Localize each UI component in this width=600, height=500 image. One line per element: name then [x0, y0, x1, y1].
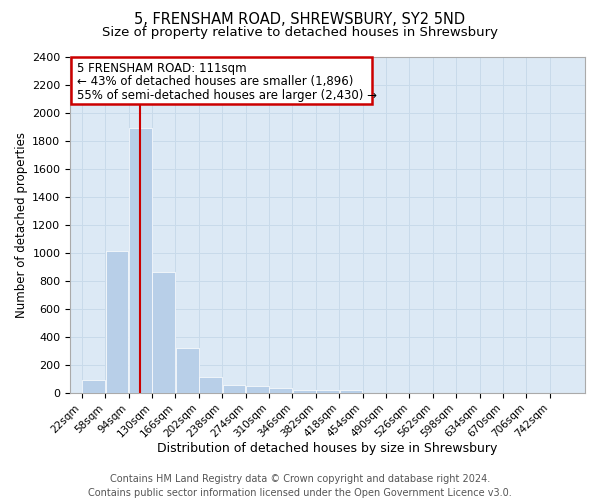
Bar: [316, 390, 339, 392]
Bar: [82, 380, 105, 392]
Text: Size of property relative to detached houses in Shrewsbury: Size of property relative to detached ho…: [102, 26, 498, 39]
Bar: [223, 385, 245, 392]
Text: 5 FRENSHAM ROAD: 111sqm: 5 FRENSHAM ROAD: 111sqm: [77, 62, 246, 75]
Text: ← 43% of detached houses are smaller (1,896): ← 43% of detached houses are smaller (1,…: [77, 76, 353, 88]
Text: Contains HM Land Registry data © Crown copyright and database right 2024.
Contai: Contains HM Land Registry data © Crown c…: [88, 474, 512, 498]
X-axis label: Distribution of detached houses by size in Shrewsbury: Distribution of detached houses by size …: [157, 442, 498, 455]
Bar: [293, 390, 316, 392]
Bar: [199, 376, 222, 392]
Y-axis label: Number of detached properties: Number of detached properties: [15, 132, 28, 318]
Text: 55% of semi-detached houses are larger (2,430) →: 55% of semi-detached houses are larger (…: [77, 88, 377, 102]
FancyBboxPatch shape: [71, 56, 372, 104]
Bar: [340, 390, 362, 392]
Bar: [176, 348, 199, 393]
Bar: [246, 386, 269, 392]
Bar: [106, 251, 128, 392]
Bar: [269, 388, 292, 392]
Bar: [152, 272, 175, 392]
Text: 5, FRENSHAM ROAD, SHREWSBURY, SY2 5ND: 5, FRENSHAM ROAD, SHREWSBURY, SY2 5ND: [134, 12, 466, 28]
Bar: [129, 128, 152, 392]
